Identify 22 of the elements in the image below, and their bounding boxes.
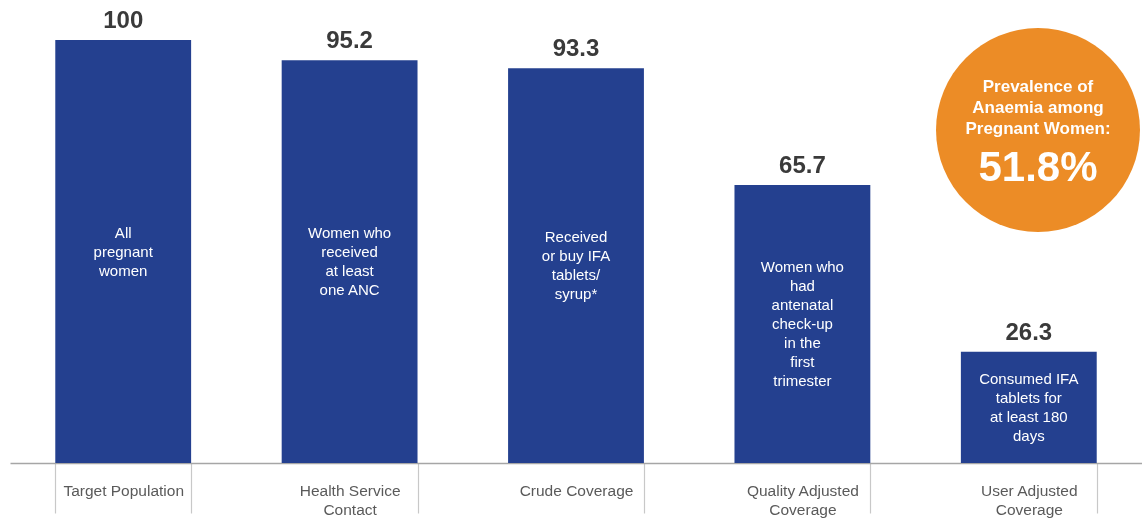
annotation: 51.8% xyxy=(978,143,1098,190)
data-label: 65.7 xyxy=(779,151,826,179)
data-label: 95.2 xyxy=(326,26,373,54)
annotation: Consumed IFA tablets for at least 180 days xyxy=(979,369,1079,444)
bar xyxy=(55,40,192,463)
data-label: 93.3 xyxy=(552,34,600,62)
x-tick-label: User Adjusted Coverage xyxy=(981,481,1078,518)
bar xyxy=(281,60,418,463)
x-tick-label: Health Service Contact xyxy=(299,481,401,518)
annotation: Prevalence of Anaemia among Pregnant Women: xyxy=(965,77,1111,138)
x-tick-label: Crude Coverage xyxy=(519,481,634,499)
annotation: Received or buy IFA tablets/ syrup* xyxy=(541,228,611,303)
bar xyxy=(508,68,644,463)
bar xyxy=(734,185,871,463)
bar xyxy=(960,351,1097,463)
annotation: Women who had antenatal check-up in the first trimester xyxy=(760,258,844,390)
annotation: All pregnant women xyxy=(93,223,154,279)
x-tick-label: Quality Adjusted Coverage xyxy=(746,481,859,518)
data-label: 100 xyxy=(103,6,144,33)
x-tick-label: Target Population xyxy=(63,481,185,499)
annotation: Women who received at least one ANC xyxy=(308,224,392,299)
data-label: 26.3 xyxy=(1005,317,1053,345)
